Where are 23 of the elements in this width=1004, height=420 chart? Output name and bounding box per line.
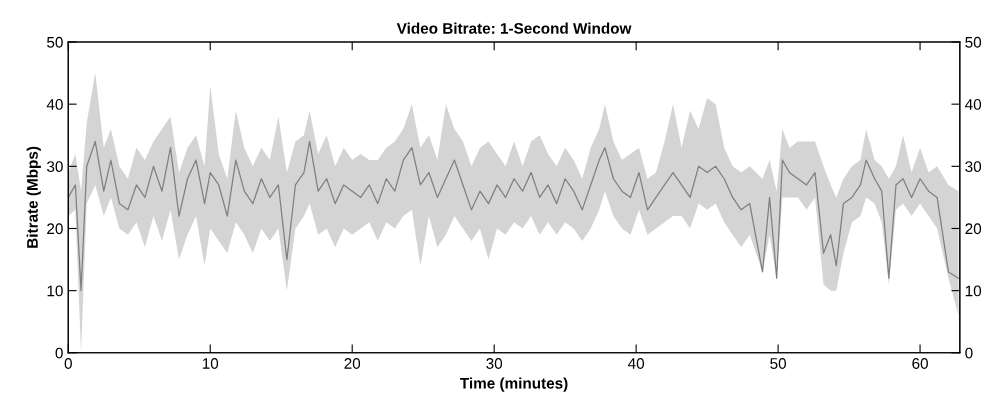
- y2-tick-label: 50: [965, 36, 982, 48]
- y-tick-label: 30: [47, 161, 63, 173]
- y2-tick-label: 30: [965, 161, 982, 173]
- y-tick-label: 0: [55, 347, 63, 359]
- x-tick-label: 30: [486, 358, 503, 369]
- x-tick-label: 0: [64, 358, 72, 369]
- y-tick-label: 10: [47, 285, 63, 297]
- x-tick-label: 10: [202, 358, 219, 369]
- y2-tick-label: 0: [965, 347, 973, 359]
- y2-tick-label: 40: [965, 99, 982, 110]
- y-tick-label: 20: [47, 223, 63, 235]
- y2-tick-label: 20: [965, 223, 982, 235]
- y-axis-title: Bitrate (Mbps): [26, 146, 41, 248]
- y-tick-label: 40: [46, 99, 63, 110]
- x-tick-label: 50: [770, 358, 787, 369]
- chart-title: Video Bitrate: 1-Second Window: [396, 22, 632, 34]
- y2-tick-label: 10: [965, 285, 982, 297]
- x-tick-label: 60: [912, 358, 928, 369]
- x-axis-title: Time (minutes): [460, 377, 568, 392]
- x-tick-label: 40: [627, 358, 645, 369]
- x-tick-label: 20: [344, 358, 361, 369]
- y-tick-label: 50: [47, 36, 63, 48]
- line-series: [68, 140, 960, 292]
